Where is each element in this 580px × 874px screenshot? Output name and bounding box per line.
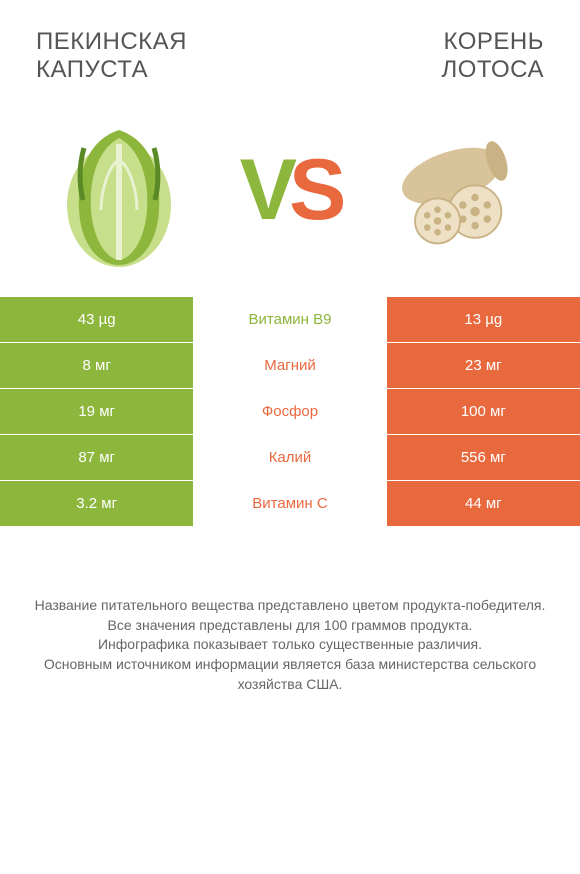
left-product-title: ПЕКИНСКАЯ КАПУСТА [36,28,187,83]
nutrient-label: Витамин B9 [193,297,386,342]
note-line: Основным источником информации является … [28,655,552,694]
header: ПЕКИНСКАЯ КАПУСТА КОРЕНЬ ЛОТОСА [0,0,580,91]
note-line: Инфографика показывает только существенн… [28,635,552,655]
table-row: 43 µgВитамин B913 µg [0,297,580,342]
note-line: Все значения представлены для 100 граммо… [28,616,552,636]
nutrient-label: Магний [193,342,386,388]
comparison-images: V S [0,91,580,297]
right-value: 556 мг [387,434,580,480]
right-value: 13 µg [387,297,580,342]
note-line: Название питательного вещества представл… [28,596,552,616]
table-row: 19 мгФосфор100 мг [0,388,580,434]
table-row: 87 мгКалий556 мг [0,434,580,480]
nutrient-label: Калий [193,434,386,480]
right-value: 23 мг [387,342,580,388]
title-line: КАПУСТА [36,56,148,83]
right-value: 44 мг [387,480,580,526]
title-line: КОРЕНЬ [444,28,544,55]
vs-v: V [240,147,291,233]
vs-s: S [289,147,340,233]
lotus-root-icon [386,115,536,265]
footnotes: Название питательного вещества представл… [0,526,580,694]
left-value: 87 мг [0,434,193,480]
left-value: 43 µg [0,297,193,342]
vs-label: V S [240,147,341,233]
nutrient-label: Витамин C [193,480,386,526]
napa-cabbage-icon [44,115,194,265]
table-row: 3.2 мгВитамин C44 мг [0,480,580,526]
title-line: ПЕКИНСКАЯ [36,28,187,55]
left-value: 19 мг [0,388,193,434]
nutrient-label: Фосфор [193,388,386,434]
title-line: ЛОТОСА [442,56,544,83]
right-value: 100 мг [387,388,580,434]
table-row: 8 мгМагний23 мг [0,342,580,388]
right-product-title: КОРЕНЬ ЛОТОСА [442,28,544,83]
left-value: 3.2 мг [0,480,193,526]
left-value: 8 мг [0,342,193,388]
nutrient-table: 43 µgВитамин B913 µg8 мгМагний23 мг19 мг… [0,297,580,526]
